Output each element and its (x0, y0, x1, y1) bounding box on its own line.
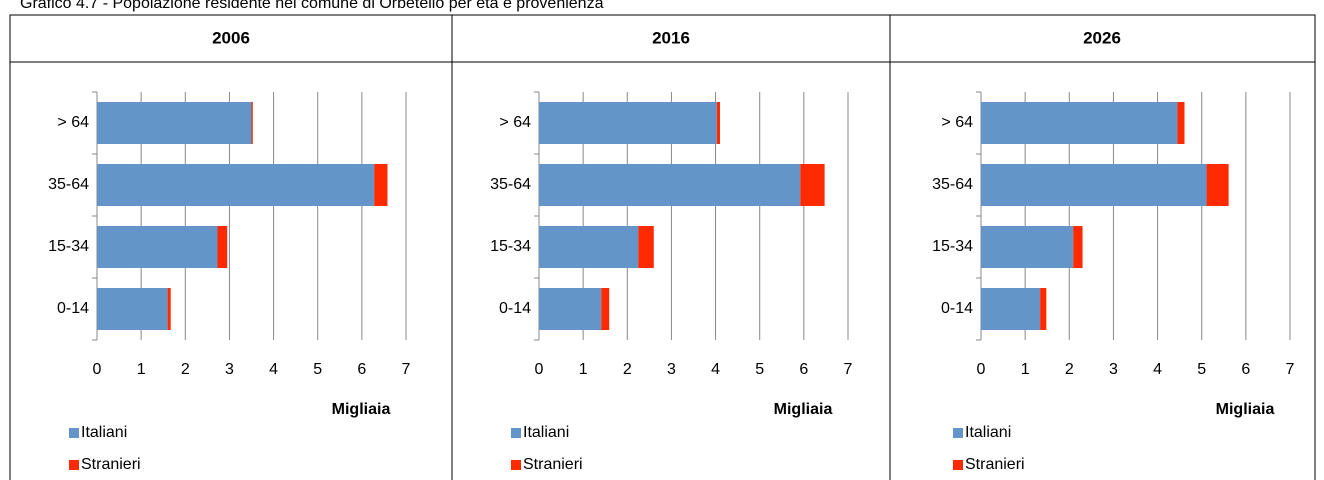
y-tick-label: 15-34 (490, 238, 531, 255)
bar-segment (217, 226, 228, 268)
x-tick-label: 3 (1109, 361, 1118, 378)
x-tick-label: 2 (623, 361, 632, 378)
legend-swatch (511, 460, 521, 470)
bar-segment (638, 226, 654, 268)
x-tick-label: 1 (137, 361, 146, 378)
x-axis-label: Migliaia (332, 401, 391, 418)
x-tick-label: 3 (225, 361, 234, 378)
bar-segment (1206, 164, 1229, 206)
x-tick-label: 6 (799, 361, 808, 378)
legend-swatch (69, 460, 79, 470)
bar-segment (601, 288, 610, 330)
legend-swatch (69, 428, 79, 438)
x-tick-label: 7 (1286, 361, 1295, 378)
legend-swatch (953, 428, 963, 438)
x-tick-label: 7 (844, 361, 853, 378)
legend-label: Stranieri (81, 456, 141, 473)
bar-segment (800, 164, 825, 206)
bar-segment (374, 164, 388, 206)
x-tick-label: 0 (535, 361, 544, 378)
bar-segment (1040, 288, 1047, 330)
bar-segment (97, 226, 218, 268)
y-tick-label: 15-34 (932, 238, 973, 255)
x-tick-label: 0 (93, 361, 102, 378)
x-axis-label: Migliaia (774, 401, 833, 418)
bar-segment (251, 102, 253, 144)
bar-segment (716, 102, 720, 144)
y-tick-label: 15-34 (48, 238, 89, 255)
x-tick-label: 5 (313, 361, 322, 378)
x-tick-label: 5 (755, 361, 764, 378)
bar-segment (539, 164, 801, 206)
legend-label: Italiani (965, 424, 1011, 441)
bar-segment (981, 164, 1207, 206)
bar-segment (981, 102, 1178, 144)
x-tick-label: 4 (1153, 361, 1162, 378)
legend-label: Stranieri (965, 456, 1025, 473)
x-tick-label: 0 (977, 361, 986, 378)
x-tick-label: 2 (181, 361, 190, 378)
bar-segment (1073, 226, 1083, 268)
y-tick-label: > 64 (499, 114, 531, 131)
x-tick-label: 6 (1241, 361, 1250, 378)
y-tick-label: 0-14 (499, 300, 531, 317)
y-tick-label: 35-64 (48, 176, 89, 193)
x-tick-label: 4 (711, 361, 720, 378)
x-axis-label: Migliaia (1216, 401, 1275, 418)
bar-segment (981, 226, 1074, 268)
legend-label: Italiani (523, 424, 569, 441)
column-header: 2026 (1083, 28, 1121, 47)
table-border (9, 14, 1316, 480)
bar-segment (167, 288, 171, 330)
x-tick-label: 4 (269, 361, 278, 378)
x-tick-label: 5 (1197, 361, 1206, 378)
x-tick-label: 3 (667, 361, 676, 378)
bar-segment (539, 288, 602, 330)
x-tick-label: 1 (1021, 361, 1030, 378)
column-header: 2016 (652, 28, 690, 47)
legend-label: Stranieri (523, 456, 583, 473)
caption: Grafico 4.7 - Popolazione residente nel … (20, 0, 604, 12)
bar-segment (1177, 102, 1185, 144)
x-tick-label: 7 (402, 361, 411, 378)
bar-segment (981, 288, 1041, 330)
y-tick-label: > 64 (941, 114, 973, 131)
y-tick-label: 0-14 (57, 300, 89, 317)
bar-segment (539, 102, 717, 144)
y-tick-label: 0-14 (941, 300, 973, 317)
x-tick-label: 1 (579, 361, 588, 378)
bar-segment (97, 164, 375, 206)
legend-swatch (953, 460, 963, 470)
bar-segment (97, 102, 252, 144)
x-tick-label: 6 (357, 361, 366, 378)
column-header: 2006 (212, 28, 250, 47)
y-tick-label: > 64 (57, 114, 89, 131)
legend-swatch (511, 428, 521, 438)
x-tick-label: 2 (1065, 361, 1074, 378)
bar-segment (539, 226, 639, 268)
y-tick-label: 35-64 (932, 176, 973, 193)
y-tick-label: 35-64 (490, 176, 531, 193)
bar-segment (97, 288, 168, 330)
legend-label: Italiani (81, 424, 127, 441)
